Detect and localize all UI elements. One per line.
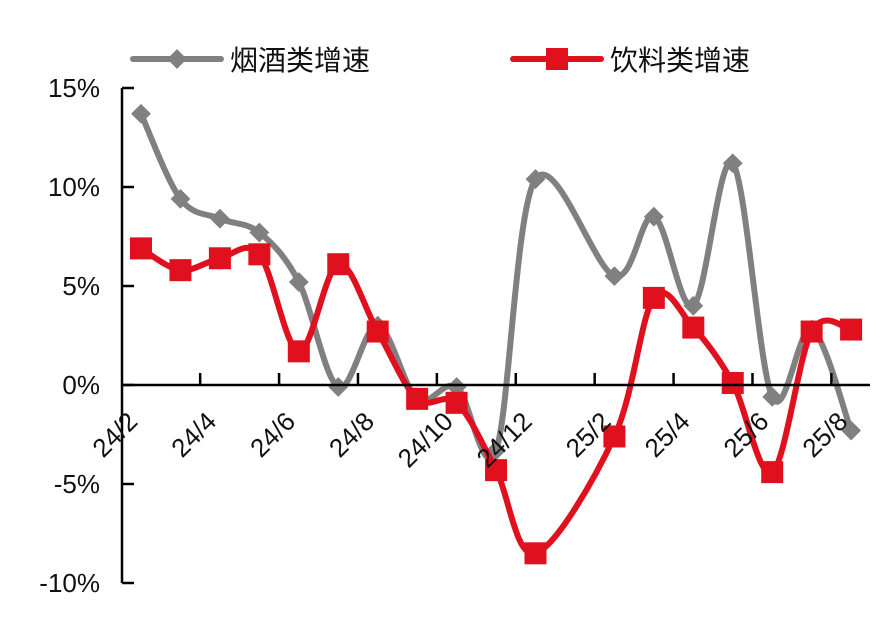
series-layer xyxy=(130,103,863,565)
square-marker xyxy=(248,243,271,266)
square-marker xyxy=(840,318,863,341)
legend-item: 饮料类增速 xyxy=(510,45,750,76)
square-marker xyxy=(406,387,429,410)
x-tick-label: 25/6 xyxy=(717,406,774,463)
diamond-marker xyxy=(683,295,704,316)
square-marker xyxy=(445,391,468,414)
x-tick-label: 24/10 xyxy=(392,406,459,473)
diamond-marker xyxy=(249,222,270,243)
x-tick-label: 24/6 xyxy=(244,406,301,463)
y-tick-label: 5% xyxy=(62,271,100,301)
legend: 烟酒类增速 饮料类增速 xyxy=(130,45,750,76)
square-marker xyxy=(800,320,823,343)
diamond-marker xyxy=(210,208,230,229)
legend-item: 烟酒类增速 xyxy=(130,45,370,76)
square-marker xyxy=(761,461,784,484)
y-tick-label: -5% xyxy=(54,469,100,499)
series-beverage xyxy=(130,237,863,565)
diamond-marker xyxy=(167,49,187,69)
diamond-marker xyxy=(841,420,861,441)
diamond-marker xyxy=(288,272,309,292)
x-tick-label: 24/2 xyxy=(86,406,143,463)
square-marker xyxy=(721,372,744,395)
legend-label: 饮料类增速 xyxy=(610,45,750,76)
x-tick-label: 24/8 xyxy=(323,406,380,463)
square-marker xyxy=(546,48,568,70)
square-marker xyxy=(169,259,192,282)
square-marker xyxy=(642,286,665,309)
diamond-marker xyxy=(131,103,151,124)
axes: 15%10%5%0%-5%-10%24/2 24/4 24/6 24/8 24/10 24… xyxy=(39,73,870,598)
y-tick-label: 10% xyxy=(48,172,100,202)
y-tick-label: 0% xyxy=(62,370,100,400)
x-tick-label: 25/4 xyxy=(639,406,696,463)
square-marker xyxy=(366,320,389,343)
square-marker xyxy=(603,425,626,448)
diamond-marker xyxy=(328,377,349,397)
square-marker xyxy=(287,340,310,363)
legend-label: 烟酒类增速 xyxy=(230,45,370,76)
y-tick-label: -10% xyxy=(39,568,100,598)
square-marker xyxy=(524,542,547,565)
x-tick-label: 24/4 xyxy=(165,406,222,463)
square-marker xyxy=(485,459,508,482)
diamond-marker xyxy=(170,188,191,209)
square-marker xyxy=(130,237,152,260)
square-marker xyxy=(682,316,705,339)
square-marker xyxy=(208,247,231,270)
series-line xyxy=(139,245,852,557)
series-line xyxy=(138,112,854,462)
diamond-marker xyxy=(762,386,783,407)
y-tick-label: 15% xyxy=(48,73,100,103)
diamond-marker xyxy=(604,266,625,286)
square-marker xyxy=(327,253,350,276)
